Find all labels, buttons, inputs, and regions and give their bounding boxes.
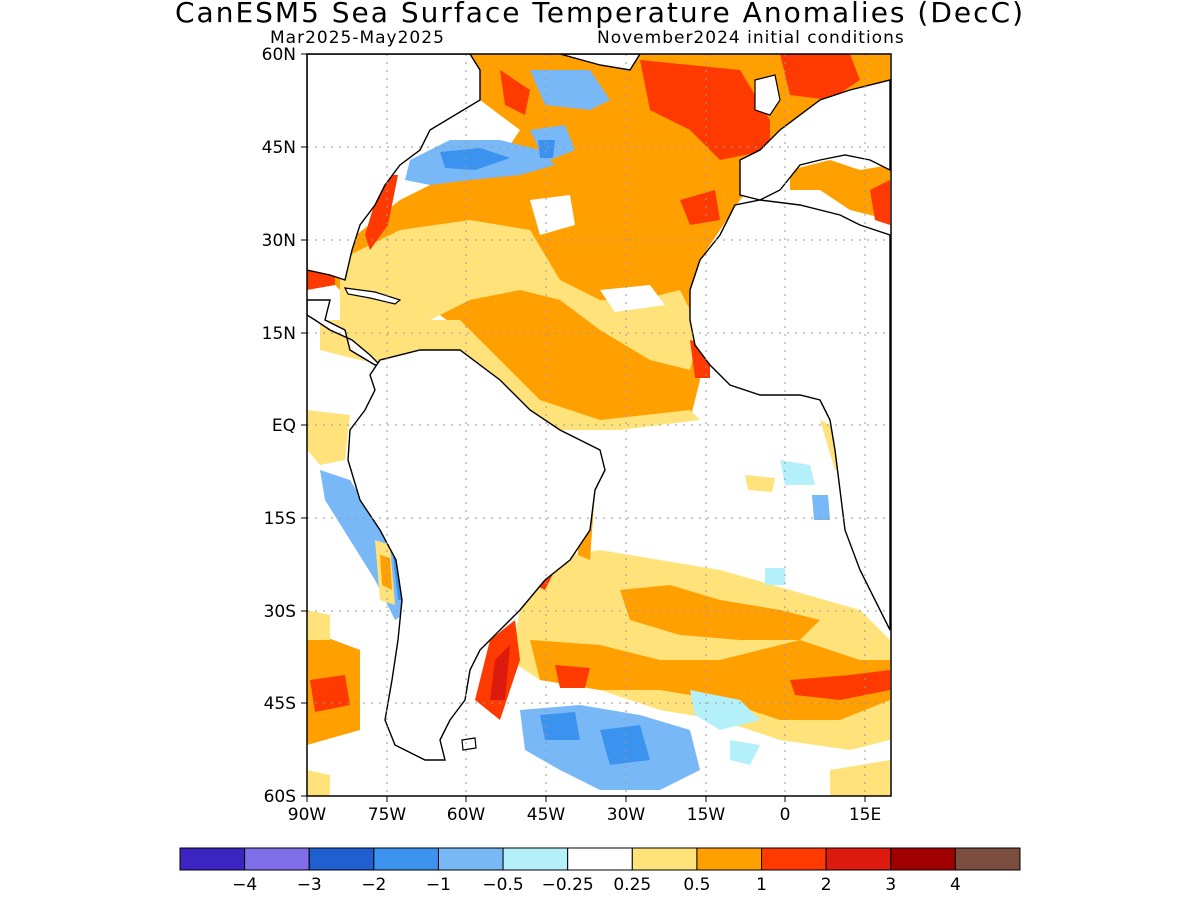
anomaly-region [307,410,350,465]
colorbar-swatch [954,847,1021,871]
colorbar-label: 2 [821,875,832,895]
lon-label: 45W [527,805,566,825]
anomaly-region [620,585,820,640]
anomaly-region [530,70,610,110]
anomaly-region [380,555,392,590]
anomaly-region [600,725,650,765]
colorbar-label: −4 [232,875,257,895]
forecast-period: Mar2025-May2025 [270,28,445,48]
europe-land [739,79,891,201]
uk-land [754,74,781,116]
anomaly-region [745,475,775,492]
anomaly-region [490,645,510,700]
colorbar-swatch [308,847,375,871]
colorbar-label: −0.25 [542,875,594,895]
anomaly-field [307,54,891,796]
cuba-land [343,287,402,305]
anomaly-region [790,670,890,700]
south-america-land [347,349,606,761]
lat-label: 60S [264,787,296,807]
anomaly-region [500,70,530,115]
falklands-land [461,737,477,751]
colorbar-swatch [761,847,827,871]
colorbar-label: −1 [426,875,451,895]
anomaly-region [530,195,575,235]
map-ticks [301,53,866,802]
lon-label: 15W [687,805,726,825]
anomaly-region [870,180,890,225]
anomaly-region [640,60,770,160]
colorbar-label: 3 [885,875,896,895]
colorbar-label: −2 [361,875,386,895]
lon-label: 90W [288,805,327,825]
colorbar-label: 0.25 [613,875,651,895]
colorbar-swatch [244,847,310,871]
colorbar-label: −0.5 [482,875,523,895]
chart-title: CanESM5 Sea Surface Temperature Anomalie… [174,0,1025,29]
lon-label: 15E [849,805,881,825]
anomaly-region [812,495,830,520]
anomaly-region [320,320,700,430]
colorbar-label: 0.5 [683,875,710,895]
lon-label: 60W [447,805,486,825]
anomaly-region [540,712,580,740]
africa-land [689,199,891,631]
anomaly-region [600,285,665,312]
lat-label: 15S [264,509,296,529]
lat-label: EQ [272,416,296,436]
colorbar-label: 4 [950,875,961,895]
lat-label: 60N [262,45,296,65]
lat-label: 45S [264,694,296,714]
colorbar: −4 −3 −2 −1 −0.5 −0.25 0.25 0.5 1 2 3 4 [179,847,1021,895]
anomaly-region [440,148,510,170]
colorbar-swatch [567,847,633,871]
colorbar-swatch [631,847,698,871]
anomaly-region [730,740,760,765]
colorbar-swatch [890,847,956,871]
greenland-land [559,54,641,71]
anomaly-region [765,568,785,585]
colorbar-swatch [502,847,569,871]
lon-label: 0 [780,805,791,825]
lat-label: 45N [262,138,296,158]
map-grid [307,54,891,796]
north-america-land [307,54,481,281]
colorbar-swatch [825,847,892,871]
anomaly-region [680,190,720,225]
lon-label: 30W [607,805,646,825]
anomaly-region [307,610,330,640]
anomaly-region [830,760,890,796]
anomaly-region [530,640,890,720]
colorbar-label: 1 [756,875,767,895]
anomaly-region [780,54,860,100]
lat-label: 15N [262,324,296,344]
colorbar-swatch [437,847,504,871]
anomaly-region [780,460,815,485]
anomaly-region [538,140,555,158]
anomaly-region [690,690,760,730]
colorbar-label: −3 [297,875,322,895]
lat-label: 30N [262,231,296,251]
colorbar-swatch [179,847,246,871]
colorbar-swatch [696,847,763,871]
initial-conditions: November2024 initial conditions [597,28,905,48]
lon-label: 75W [368,805,407,825]
lat-label: 30S [264,602,296,622]
anomaly-region [555,665,590,688]
anomaly-region [307,770,330,796]
anomaly-region [365,175,398,250]
colorbar-swatch [373,847,439,871]
anomaly-region [340,220,700,370]
